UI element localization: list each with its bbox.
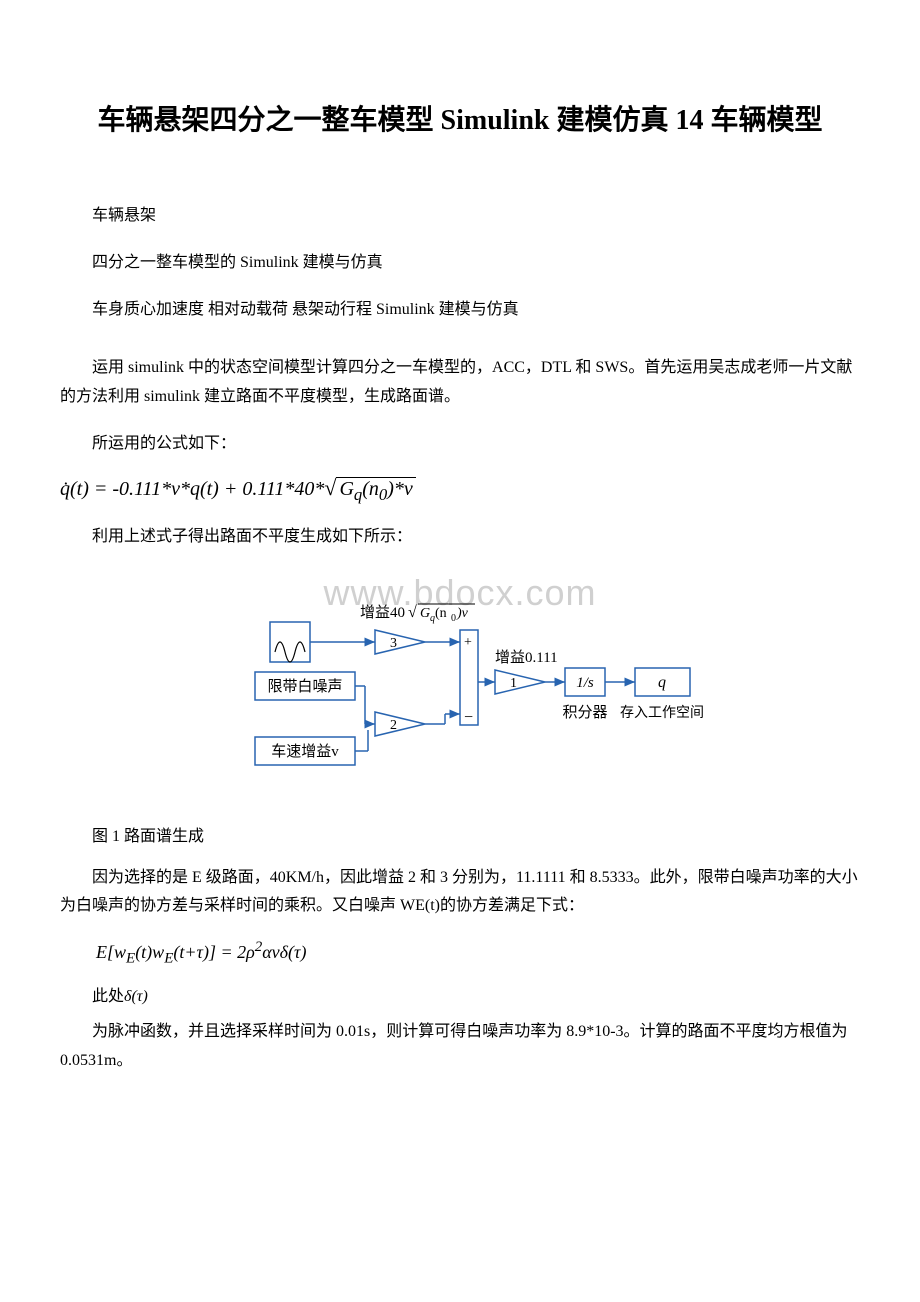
paragraph-1: 车辆悬架 xyxy=(60,202,860,231)
svg-text:(n: (n xyxy=(435,606,447,621)
formula-1-g: G xyxy=(339,478,353,500)
document-title: 车辆悬架四分之一整车模型 Simulink 建模仿真 14 车辆模型 xyxy=(60,100,860,142)
formula-2-mid1: (t)w xyxy=(135,942,164,962)
paragraph-4: 运用 simulink 中的状态空间模型计算四分之一车模型的，ACC，DTL 和… xyxy=(60,354,860,412)
minus-sign: − xyxy=(464,709,473,726)
svg-text:)v: )v xyxy=(456,606,469,621)
plus-sign: + xyxy=(464,635,472,650)
formula-2-sub-e1: E xyxy=(126,951,135,967)
output-q: q xyxy=(658,674,666,691)
speed-gain-label: 车速增益v xyxy=(271,743,339,760)
sqrt-icon: √ xyxy=(324,477,336,505)
gain-3: 3 xyxy=(390,636,397,651)
integrator-label: 积分器 xyxy=(562,704,607,721)
formula-1: q̇(t) = -0.111*v*q(t) + 0.111*40*√Gq(n0)… xyxy=(60,477,860,505)
formula-1-sub-0: 0 xyxy=(379,485,387,504)
formula-1-sub-q: q xyxy=(354,485,362,504)
delta-label: 此处 xyxy=(92,988,124,1005)
paragraph-5: 所运用的公式如下： xyxy=(60,430,860,459)
paragraph-8: 为脉冲函数，并且选择采样时间为 0.01s，则计算可得白噪声功率为 8.9*10… xyxy=(60,1018,860,1076)
formula-1-paren: (n xyxy=(362,478,379,500)
gain-1: 1 xyxy=(510,676,517,691)
formula-2-sub-e2: E xyxy=(164,951,173,967)
paragraph-3: 车身质心加速度 相对动载荷 悬架动行程 Simulink 建模与仿真 xyxy=(60,296,860,325)
formula-2-e: E[w xyxy=(96,942,126,962)
gain-2: 2 xyxy=(390,718,397,733)
block-diagram: 限带白噪声 车速增益v 增益40 √ G q (n 0 )v 3 2 + − 增… xyxy=(200,582,720,792)
gain-40-label: 增益40 xyxy=(360,604,405,621)
paragraph-2: 四分之一整车模型的 Simulink 建模与仿真 xyxy=(60,249,860,278)
formula-1-prefix: q̇(t) = -0.111*v*q(t) + 0.111*40* xyxy=(60,478,324,500)
formula-2-mid2: (t+τ)] = 2ρ xyxy=(173,942,254,962)
delta-line: 此处δ(τ) xyxy=(60,982,860,1006)
integrator: 1/s xyxy=(576,675,594,691)
diagram-container: www.bdocx.com 限带白噪声 车速增益v 增益40 √ G q (n … xyxy=(60,582,860,792)
formula-2-suffix: αvδ(τ) xyxy=(262,942,306,962)
gain-0111-label: 增益0.111 xyxy=(495,649,558,666)
output-label: 存入工作空间 xyxy=(620,705,704,721)
paragraph-6: 利用上述式子得出路面不平度生成如下所示： xyxy=(60,523,860,552)
noise-label: 限带白噪声 xyxy=(267,677,342,695)
formula-1-suffix: )*v xyxy=(387,478,413,500)
svg-text:0: 0 xyxy=(451,613,456,624)
sqrt-symbol: √ xyxy=(408,604,417,621)
figure-1-caption: 图 1 路面谱生成 xyxy=(60,822,860,846)
paragraph-7: 因为选择的是 E 级路面，40KM/h，因此增益 2 和 3 分别为，11.11… xyxy=(60,864,860,922)
delta-formula: δ(τ) xyxy=(124,988,148,1005)
formula-2: E[wE(t)wE(t+τ)] = 2ρ2αvδ(τ) xyxy=(60,939,860,968)
svg-text:G: G xyxy=(420,606,430,621)
